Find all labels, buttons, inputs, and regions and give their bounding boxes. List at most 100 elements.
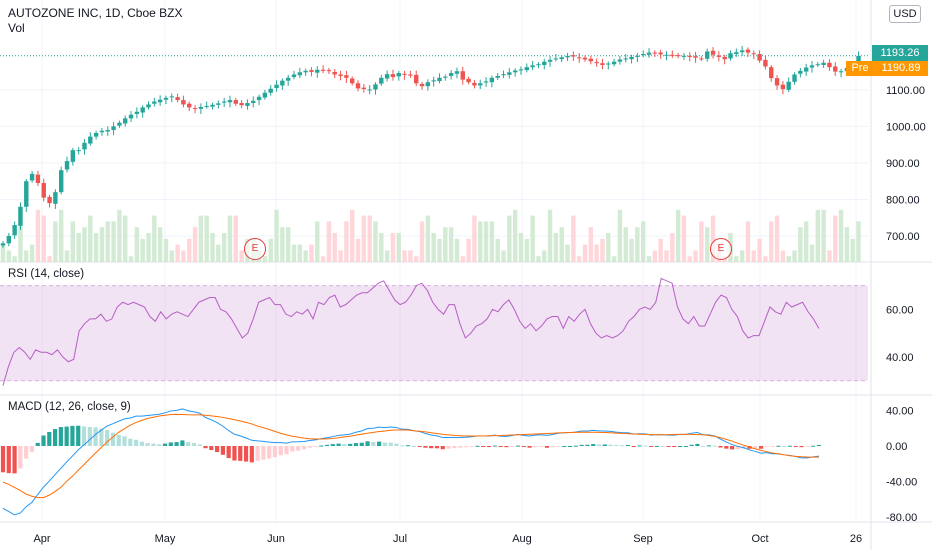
macd-histogram-bar (87, 426, 92, 446)
macd-histogram-bar (70, 425, 75, 446)
volume-bar (670, 233, 675, 262)
earnings-marker-1[interactable]: E (244, 238, 266, 260)
macd-histogram-bar (417, 446, 422, 447)
candle-body (18, 206, 23, 226)
candle-body (536, 64, 541, 66)
volume-bar (396, 233, 401, 262)
candle-body (216, 103, 221, 105)
macd-histogram-bar (400, 445, 405, 447)
candle-body (786, 81, 791, 90)
macd-histogram-bar (301, 446, 307, 450)
candle-body (204, 105, 209, 107)
volume-bar (169, 250, 174, 262)
macd-histogram-bar (29, 446, 35, 453)
candle-body (303, 70, 308, 73)
volume-bar (187, 238, 192, 262)
volume-bar (559, 227, 564, 262)
volume-bar (268, 238, 273, 262)
candle-body (803, 67, 809, 72)
macd-histogram-bar (191, 442, 197, 446)
volume-bar (82, 227, 87, 262)
candle-body (472, 82, 477, 86)
macd-histogram-bar (446, 446, 451, 449)
macd-tick-label: -80.00 (886, 512, 917, 524)
candle-body (146, 104, 151, 108)
candle-body (47, 196, 52, 204)
candle-body (239, 102, 244, 106)
candle-body (326, 70, 332, 72)
macd-histogram-bar (602, 444, 607, 446)
candle-body (402, 73, 407, 75)
candle-body (606, 63, 611, 65)
macd-histogram-bar (585, 444, 590, 446)
macd-histogram-bar (573, 445, 578, 447)
candle-body (256, 96, 262, 101)
candle-body (111, 126, 116, 131)
volume-bar (431, 233, 436, 262)
macd-histogram-bar (782, 446, 787, 447)
macd-histogram-bar (272, 446, 278, 458)
volume-bar (821, 209, 826, 262)
candle-body (134, 111, 140, 114)
candle-body (466, 78, 471, 83)
candle-body (710, 50, 716, 55)
volume-bar (629, 238, 634, 262)
candle-body (448, 73, 454, 76)
volume-bar (763, 256, 768, 262)
macd-histogram-bar (6, 446, 11, 474)
volume-bar (710, 215, 716, 262)
volume-bar (41, 215, 46, 262)
volume-bar (315, 221, 320, 262)
macd-histogram-bar (388, 442, 393, 446)
volume-bar (518, 233, 524, 262)
macd-histogram-bar (498, 446, 503, 447)
macd-histogram-bar (539, 446, 544, 448)
candle-body (658, 52, 663, 55)
macd-histogram-bar (203, 446, 208, 449)
macd-histogram-bar (411, 446, 416, 447)
macd-histogram-bar (151, 443, 156, 446)
volume-bar (466, 238, 471, 262)
volume-bar (239, 250, 244, 262)
earnings-marker-2[interactable]: E (710, 238, 732, 260)
rsi-tick-label: 60.00 (886, 304, 914, 316)
candle-body (641, 54, 646, 56)
volume-bar (483, 221, 489, 262)
volume-bar (93, 233, 99, 262)
time-tick-label: Jun (267, 533, 285, 545)
volume-bar (454, 238, 460, 262)
macd-histogram-bar (330, 444, 335, 446)
volume-bar (658, 238, 663, 262)
macd-histogram-bar (93, 427, 98, 446)
macd-histogram-bar (458, 446, 463, 448)
time-tick-label: Aug (512, 533, 532, 545)
macd-histogram-bar (122, 436, 127, 446)
volume-bar (128, 256, 134, 262)
macd-histogram-bar (434, 446, 440, 449)
candle-body (163, 97, 169, 100)
candle-body (751, 53, 756, 55)
volume-bar (64, 250, 70, 262)
macd-histogram-bar (81, 426, 87, 446)
volume-bar (547, 209, 553, 262)
volume-bar (390, 233, 396, 262)
macd-histogram-bar (139, 441, 144, 446)
candle-body (687, 55, 692, 57)
volume-bar (291, 244, 297, 262)
candle-body (495, 75, 500, 78)
macd-histogram-bar (515, 445, 521, 447)
candle-body (70, 150, 76, 162)
candle-body (553, 58, 559, 60)
macd-histogram-bar (336, 443, 341, 446)
macd-histogram-bar (226, 446, 231, 459)
volume-bar (221, 233, 227, 262)
currency-button[interactable]: USD (889, 5, 921, 23)
candle-body (169, 96, 174, 98)
macd-histogram-bar (116, 434, 121, 446)
volume-bar (47, 256, 52, 262)
candle-body (646, 52, 652, 55)
volume-bar (70, 221, 76, 262)
volume-bar (617, 209, 623, 262)
